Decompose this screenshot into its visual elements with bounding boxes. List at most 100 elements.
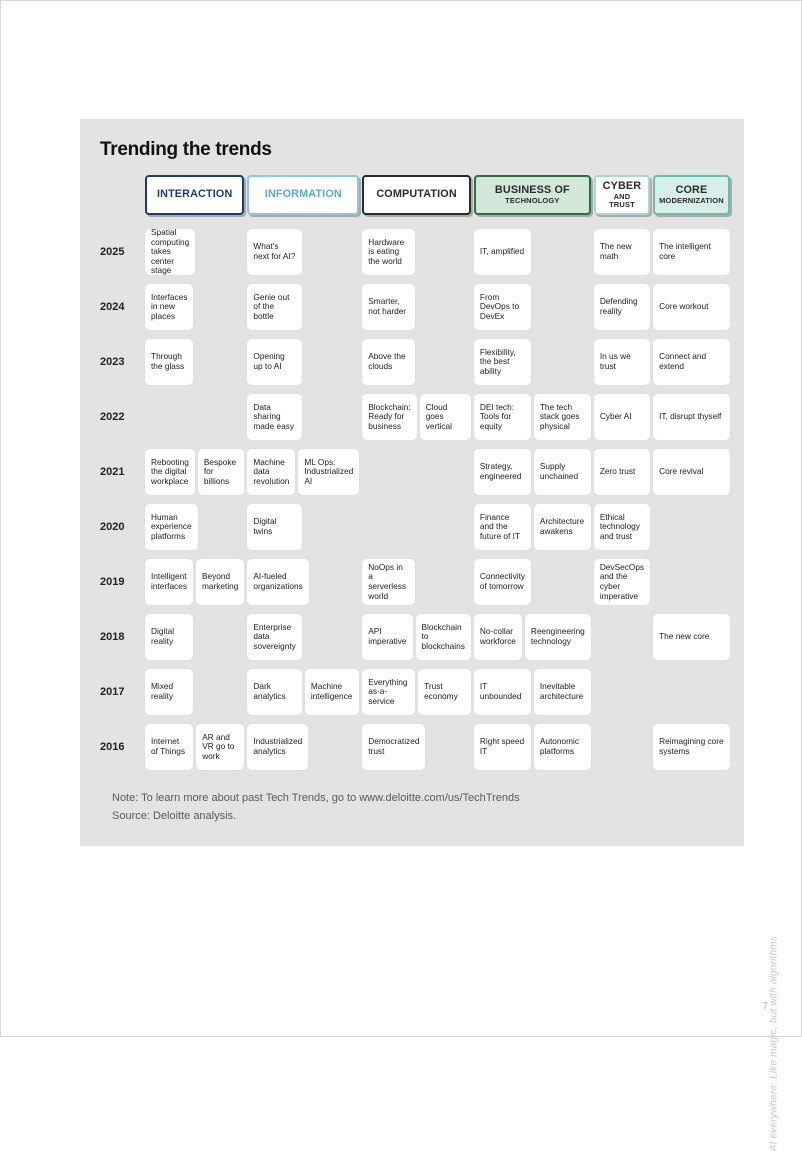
cell-interaction-2021: Rebooting the digital workplaceBespoke f… bbox=[145, 449, 244, 495]
cell-core-2023: Connect and extend bbox=[653, 339, 730, 385]
trend-cell: Human experience platforms bbox=[145, 504, 198, 550]
empty-cell bbox=[201, 504, 245, 550]
trend-cell: Connectivity of tomorrow bbox=[474, 559, 531, 605]
trend-cell: The new math bbox=[594, 229, 650, 275]
cell-cyber-2019: DevSecOps and the cyber imperative bbox=[594, 559, 650, 605]
spacer bbox=[98, 718, 142, 721]
cell-interaction-2023: Through the glass bbox=[145, 339, 244, 385]
trend-cell: ML Ops: Industrialized AI bbox=[298, 449, 359, 495]
spacer bbox=[362, 718, 471, 721]
header-pill-core: COREMODERNIZATION bbox=[653, 175, 730, 215]
trend-cell: AR and VR go to work bbox=[196, 724, 244, 770]
spacer bbox=[98, 663, 142, 666]
cell-information-2023: Opening up to AI bbox=[247, 339, 359, 385]
cell-interaction-2018: Digital reality bbox=[145, 614, 244, 660]
cell-computation-2017: Everything as-a-serviceTrust economy bbox=[362, 669, 471, 715]
spacer bbox=[145, 608, 244, 611]
spacer bbox=[594, 388, 650, 391]
empty-cell bbox=[198, 229, 244, 275]
trend-cell: Cyber AI bbox=[594, 394, 650, 440]
trend-cell: Blockchain to blockchains bbox=[416, 614, 471, 660]
cell-cyber-2017 bbox=[594, 669, 650, 715]
spacer bbox=[247, 278, 359, 281]
header-computation: COMPUTATION bbox=[362, 175, 471, 215]
spacer bbox=[474, 718, 591, 721]
trend-cell: Everything as-a-service bbox=[362, 669, 415, 715]
spacer bbox=[594, 608, 650, 611]
trend-cell: Dark analytics bbox=[247, 669, 301, 715]
header-pill-cyber: CYBERAND TRUST bbox=[594, 175, 650, 215]
empty-cell bbox=[594, 724, 650, 770]
year-label: 2018 bbox=[98, 614, 142, 660]
spacer bbox=[653, 663, 730, 666]
cell-cyber-2023: In us we trust bbox=[594, 339, 650, 385]
trend-cell: DevSecOps and the cyber imperative bbox=[594, 559, 650, 605]
trend-cell: The new core bbox=[653, 614, 730, 660]
cell-interaction-2020: Human experience platforms bbox=[145, 504, 244, 550]
trend-cell: The intelligent core bbox=[653, 229, 730, 275]
spacer bbox=[362, 773, 471, 776]
trend-cell: From DevOps to DevEx bbox=[474, 284, 531, 330]
trend-cell: Strategy, engineered bbox=[474, 449, 531, 495]
empty-cell bbox=[418, 449, 471, 495]
spacer bbox=[474, 608, 591, 611]
cell-computation-2020 bbox=[362, 504, 471, 550]
empty-cell bbox=[305, 339, 359, 385]
cell-computation-2021 bbox=[362, 449, 471, 495]
spacer bbox=[145, 553, 244, 556]
spacer bbox=[145, 218, 244, 226]
spacer bbox=[362, 608, 471, 611]
spacer bbox=[474, 773, 591, 776]
empty-cell bbox=[594, 614, 650, 660]
cell-computation-2019: NoOps in a serverless world bbox=[362, 559, 471, 605]
spacer bbox=[474, 218, 591, 226]
cell-cyber-2018 bbox=[594, 614, 650, 660]
empty-cell bbox=[305, 394, 359, 440]
header-interaction: INTERACTION bbox=[145, 175, 244, 215]
spacer bbox=[145, 498, 244, 501]
spacer bbox=[362, 443, 471, 446]
cell-core-2021: Core revival bbox=[653, 449, 730, 495]
cell-core-2024: Core workout bbox=[653, 284, 730, 330]
trend-cell: Ethical technology and trust bbox=[594, 504, 650, 550]
trend-cell: Inevitable architecture bbox=[534, 669, 591, 715]
trend-cell: No-collar workforce bbox=[474, 614, 522, 660]
cell-interaction-2025: Spatial computing takes center stage bbox=[145, 229, 244, 275]
spacer bbox=[145, 718, 244, 721]
year-header-spacer bbox=[98, 175, 142, 215]
spacer bbox=[474, 553, 591, 556]
empty-cell bbox=[534, 559, 591, 605]
header-pill-computation: COMPUTATION bbox=[362, 175, 471, 215]
cell-interaction-2019: Intelligent interfacesBeyond marketing bbox=[145, 559, 244, 605]
trend-cell: Democratized trust bbox=[362, 724, 425, 770]
spacer bbox=[594, 278, 650, 281]
spacer bbox=[653, 443, 730, 446]
trend-cell: Opening up to AI bbox=[247, 339, 301, 385]
cell-information-2018: Enterprise data sovereignty bbox=[247, 614, 359, 660]
page: Trending the trends INTERACTIONINFORMATI… bbox=[0, 0, 802, 1037]
spacer bbox=[98, 443, 142, 446]
empty-cell bbox=[534, 284, 591, 330]
spacer bbox=[594, 218, 650, 226]
empty-cell bbox=[418, 229, 471, 275]
cell-biztech-2020: Finance and the future of ITArchitecture… bbox=[474, 504, 591, 550]
empty-cell bbox=[311, 724, 359, 770]
empty-cell bbox=[196, 614, 244, 660]
spacer bbox=[653, 278, 730, 281]
header-pill-biztech: BUSINESS OFTECHNOLOGY bbox=[474, 175, 591, 215]
trend-cell: Architecture awakens bbox=[534, 504, 591, 550]
cell-interaction-2016: Internet of ThingsAR and VR go to work bbox=[145, 724, 244, 770]
empty-cell bbox=[653, 669, 730, 715]
trend-cell: DEI tech: Tools for equity bbox=[474, 394, 531, 440]
trends-panel: Trending the trends INTERACTIONINFORMATI… bbox=[80, 119, 744, 846]
trends-grid: INTERACTIONINFORMATIONCOMPUTATIONBUSINES… bbox=[98, 175, 726, 776]
trend-cell: Autonomic platforms bbox=[534, 724, 591, 770]
year-label: 2021 bbox=[98, 449, 142, 495]
spacer bbox=[594, 443, 650, 446]
spacer bbox=[594, 498, 650, 501]
trend-cell: Bespoke for billions bbox=[198, 449, 245, 495]
trend-cell: Rebooting the digital workplace bbox=[145, 449, 195, 495]
spacer bbox=[145, 663, 244, 666]
header-cyber: CYBERAND TRUST bbox=[594, 175, 650, 215]
cell-information-2019: AI-fueled organizations bbox=[247, 559, 359, 605]
